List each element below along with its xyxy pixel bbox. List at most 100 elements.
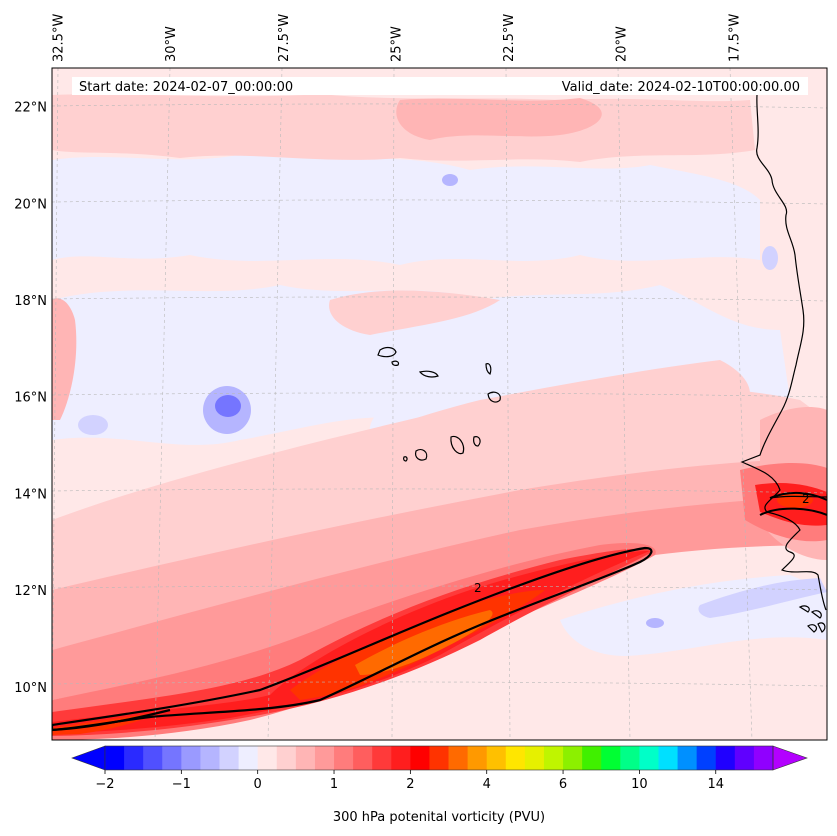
colorbar-swatch [639, 746, 659, 770]
lat-tick-label: 12°N [14, 584, 47, 599]
map-panel: 2 2 [52, 68, 827, 740]
pv-positive-region [52, 298, 77, 420]
colorbar-swatch [257, 746, 278, 770]
colorbar-swatch [105, 746, 125, 770]
colorbar-swatch [181, 746, 201, 770]
colorbar-swatch [620, 746, 640, 770]
contour-label: 2 [474, 581, 482, 595]
lon-tick-label: 20°W [615, 26, 630, 62]
lat-tick-label: 10°N [14, 681, 47, 696]
colorbar-swatch [715, 746, 736, 770]
colorbar-swatch [524, 746, 545, 770]
pv-negative-spot [762, 246, 778, 270]
contour-label-coastal: 2 [802, 492, 810, 506]
colorbar-label: 300 hPa potenital vorticity (PVU) [333, 810, 545, 825]
colorbar-swatch [486, 746, 507, 770]
lat-tick-label: 18°N [14, 294, 47, 309]
pv-streamer [52, 543, 656, 740]
cape-verde-island [487, 391, 501, 403]
cape-verde-island [377, 346, 397, 358]
colorbar-swatch [295, 746, 316, 770]
gridline-lon [729, 68, 753, 740]
contour-2pvu [52, 546, 653, 732]
colorbar-swatch [677, 746, 698, 770]
gambia-river [769, 495, 827, 499]
colorbar-swatch [410, 746, 430, 770]
colorbar-swatch [162, 746, 182, 770]
colorbar-tick-label: 10 [631, 777, 648, 792]
colorbar-swatch [219, 746, 239, 770]
pv-positive-region [329, 290, 500, 335]
cape-verde-island [473, 436, 481, 447]
pv-negative-region [52, 150, 760, 265]
colorbar-tick-label: 14 [707, 777, 724, 792]
gridline-lon [617, 68, 631, 740]
lon-tick-label: 17.5°W [727, 14, 742, 62]
colorbar-swatch [391, 746, 411, 770]
valid-date-label: Valid_date: 2024-02-10T00:00:00.00 [562, 80, 800, 95]
gridline-lon [505, 68, 511, 740]
colorbar-swatch [314, 746, 335, 770]
africa-coastline [740, 94, 827, 611]
gridline-lat [52, 585, 827, 591]
pv-minimum-inner [215, 395, 241, 417]
pv-negative-spot [646, 618, 664, 628]
lon-tick-label: 30°W [164, 26, 179, 62]
bijagos-islands [798, 605, 826, 633]
pv-streamer-maximum [355, 610, 493, 675]
colorbar-tick-label: 1 [330, 777, 338, 792]
colorbar-extend-max [772, 745, 808, 771]
colorbar-tick-labels: −2 −1 0 1 2 4 6 10 14 [95, 770, 724, 792]
map-frame [51, 67, 828, 741]
start-date-label: Start date: 2024-02-07_00:00:00 [79, 80, 293, 95]
colorbar-swatch [601, 746, 621, 770]
colorbar-tick-label: 0 [254, 777, 262, 792]
colorbar-swatch [372, 746, 392, 770]
latitude-tick-labels: 22°N 20°N 18°N 16°N 14°N 12°N 10°N [14, 101, 47, 696]
gridline-lon [52, 68, 59, 740]
cape-verde-island [391, 360, 400, 366]
gridline-lat [52, 488, 827, 494]
cape-verde-island [485, 363, 492, 375]
lon-tick-label: 25°W [389, 26, 404, 62]
colorbar-tick-label: 4 [483, 777, 491, 792]
gridline-lon [267, 68, 283, 740]
coastlines [377, 94, 827, 633]
graticule [52, 68, 827, 740]
colorbar-swatch [543, 746, 564, 770]
pv-negative-spot [78, 415, 108, 435]
pv-positive-region [396, 98, 602, 140]
gridline-lat [52, 681, 827, 687]
lat-tick-label: 16°N [14, 391, 47, 406]
date-label-box [72, 77, 808, 95]
colorbar-tick-label: −1 [172, 777, 191, 792]
colorbar-swatch [143, 746, 163, 770]
lat-tick-label: 22°N [14, 101, 47, 116]
colorbar-swatch [467, 746, 488, 770]
cape-verde-island [450, 435, 465, 455]
gridline-lat [52, 392, 827, 398]
pv-negative-region [698, 578, 827, 618]
colorbar-swatch [200, 746, 220, 770]
lon-tick-label: 27.5°W [277, 14, 292, 62]
lon-tick-label: 22.5°W [502, 14, 517, 62]
gridline-lon [154, 68, 171, 740]
colorbar [71, 745, 808, 771]
colorbar-swatch [696, 746, 717, 770]
colorbar-tick-label: −2 [95, 777, 114, 792]
colorbar-swatch [582, 746, 602, 770]
colorbar-swatch [658, 746, 678, 770]
colorbar-tick-label: 6 [559, 777, 567, 792]
contour-2pvu [52, 708, 171, 732]
cape-verde-island [418, 370, 439, 378]
longitude-tick-labels: 32.5°W 30°W 27.5°W 25°W 22.5°W 20°W 17.5°W [52, 14, 743, 62]
contour-2pvu-coastal [759, 492, 827, 516]
lat-tick-label: 14°N [14, 487, 47, 502]
cape-verde-island [403, 456, 408, 462]
colorbar-swatch [276, 746, 297, 770]
colorbar-swatch [334, 746, 354, 770]
gridline-lon [391, 68, 395, 740]
colorbar-swatch [429, 746, 449, 770]
positive-pv-areas [52, 94, 827, 700]
